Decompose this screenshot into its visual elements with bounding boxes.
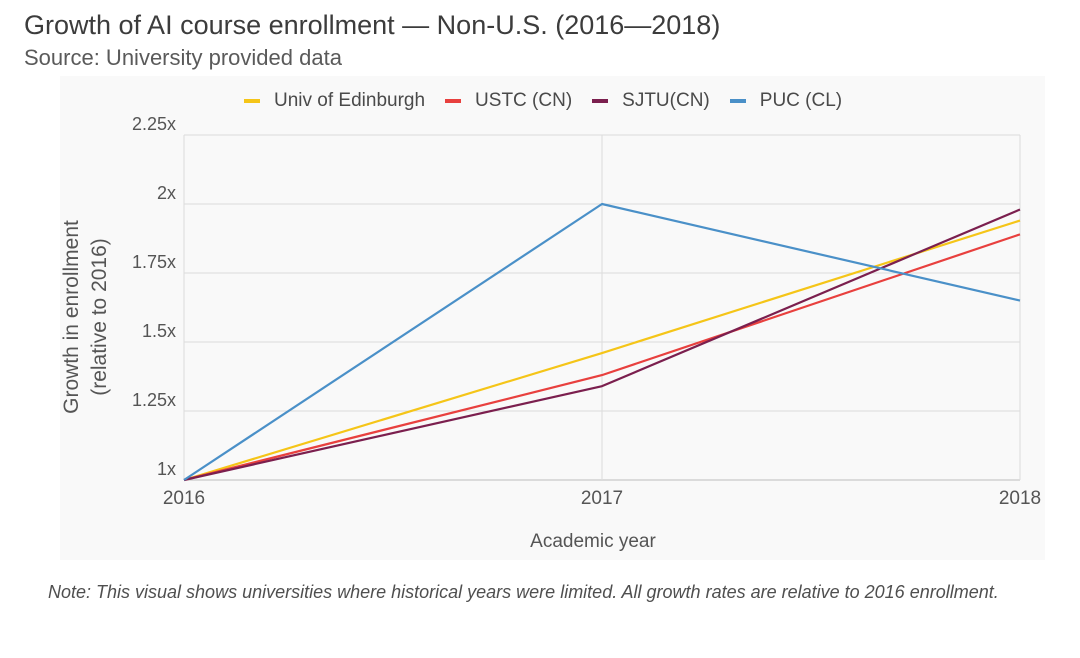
y-tick-label: 1.75x <box>132 252 176 272</box>
x-axis-title: Academic year <box>530 531 656 552</box>
y-tick-label: 1.5x <box>142 321 176 341</box>
chart-title: Growth of AI course enrollment — Non-U.S… <box>24 10 721 40</box>
x-tick-label: 2018 <box>999 488 1041 509</box>
chart-panel <box>60 76 1045 560</box>
legend-swatch-ustc <box>445 99 462 103</box>
y-axis-title: Growth in enrollment <box>60 220 83 414</box>
legend-item-ustc[interactable]: USTC (CN) <box>445 90 572 112</box>
label-layer: 1x 1.25x 1.5x 1.75x 2x 2.25x 2016 2017 2018 Acade… <box>60 114 1041 552</box>
footnote: Note: This visual shows universities whe… <box>48 582 999 602</box>
legend-swatch-puc <box>729 99 746 103</box>
legend-item-edinburgh[interactable]: Univ of Edinburgh <box>244 90 425 112</box>
series-line-univ-of-edinburgh <box>183 219 1021 482</box>
legend-item-puc[interactable]: PUC (CL) <box>729 90 843 112</box>
x-tick-label: 2016 <box>163 488 205 509</box>
legend-swatch-sjtu <box>592 99 609 103</box>
y-tick-label: 1.25x <box>132 390 176 410</box>
grid-layer <box>183 134 1021 481</box>
legend-label-ustc: USTC (CN) <box>475 90 573 111</box>
legend-swatch-edinburgh <box>244 99 260 103</box>
legend-label-puc: PUC (CL) <box>759 90 843 111</box>
series-line-puc-cl <box>183 202 1021 481</box>
y-axis-title: (relative to 2016) <box>88 238 111 396</box>
legend-item-sjtu[interactable]: SJTU(CN) <box>592 90 710 112</box>
series-layer <box>183 202 1021 482</box>
y-tick-label: 2.25x <box>132 114 176 134</box>
chart-subtitle: Source: University provided data <box>24 45 342 70</box>
x-tick-label: 2017 <box>581 488 623 509</box>
y-tick-label: 2x <box>157 183 176 203</box>
y-tick-label: 1x <box>157 459 176 479</box>
series-line-ustc-cn <box>183 233 1021 482</box>
legend-label-edinburgh: Univ of Edinburgh <box>274 90 426 111</box>
chart-legend: Univ of Edinburgh USTC (CN) SJTU(CN) PUC… <box>244 88 862 114</box>
legend-label-sjtu: SJTU(CN) <box>622 90 710 111</box>
